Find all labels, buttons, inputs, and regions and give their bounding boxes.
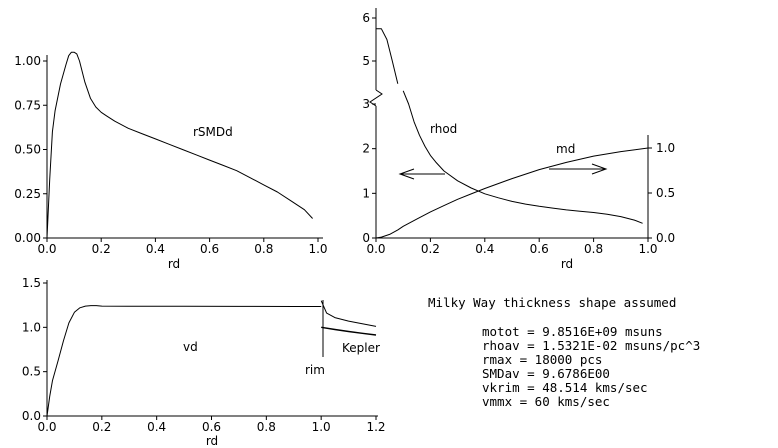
rsmdd-curve — [46, 51, 313, 239]
x-tick-label: 0.2 — [421, 242, 440, 256]
p2-x-axis-label: rd — [561, 257, 573, 271]
chart-vd: 0.0 0.5 1.0 1.5 0.0 0.2 0.4 0.6 0.8 1.0 1.2 vd Kep… — [22, 276, 386, 448]
rim-label: rim — [305, 363, 325, 377]
kepler-curve — [321, 326, 377, 336]
rhod-curve-upper — [376, 28, 399, 84]
y-tick-label: 0.5 — [22, 365, 41, 379]
x-tick-label: 0.2 — [92, 420, 111, 434]
x-tick-label: 0.0 — [37, 242, 56, 256]
info-line-vkrim: vkrim = 48.514 kms/sec — [482, 380, 648, 395]
vd-continuation-curve — [320, 300, 377, 327]
arrow-left-icon — [398, 168, 445, 180]
x-tick-label: 1.0 — [638, 242, 657, 256]
x-tick-label: 0.8 — [584, 242, 603, 256]
x-tick-label: 1.2 — [366, 420, 385, 434]
y-tick-label: 0.5 — [656, 186, 675, 200]
y-tick-label: 1.5 — [22, 276, 41, 290]
x-tick-label: 1.0 — [312, 420, 331, 434]
rsmdd-label: rSMDd — [193, 125, 233, 139]
rhod-label: rhod — [430, 122, 457, 136]
x-tick-label: 0.6 — [202, 420, 221, 434]
info-block: Milky Way thickness shape assumed motot … — [428, 295, 700, 409]
y-tick-label: 1.0 — [22, 320, 41, 334]
x-tick-label: 0.0 — [366, 242, 385, 256]
info-title: Milky Way thickness shape assumed — [428, 295, 676, 310]
x-tick-label: 0.6 — [530, 242, 549, 256]
x-tick-label: 0.4 — [147, 420, 166, 434]
y-tick-label: 0.25 — [14, 187, 41, 201]
x-tick-label: 1.0 — [308, 242, 327, 256]
x-tick-label: 0.4 — [146, 242, 165, 256]
info-line-rmax: rmax = 18000 pcs — [482, 352, 602, 367]
x-tick-label: 0.2 — [92, 242, 111, 256]
y-tick-label: 0.00 — [14, 231, 41, 245]
x-tick-label: 0.4 — [475, 242, 494, 256]
kepler-label: Kepler — [342, 341, 380, 355]
p1-x-axis-label: rd — [168, 257, 180, 271]
y-tick-label: 3 — [362, 97, 370, 111]
y-tick-label: 0.0 — [22, 409, 41, 423]
y-tick-label: 0.50 — [14, 143, 41, 157]
y-tick-label: 0 — [362, 231, 370, 245]
x-tick-label: 0.6 — [200, 242, 219, 256]
arrow-right-icon — [549, 163, 608, 175]
rhod-curve-lower — [402, 90, 643, 224]
md-label: md — [556, 142, 575, 156]
y-tick-label: 5 — [362, 54, 370, 68]
y-tick-label: 0.75 — [14, 98, 41, 112]
vd-curve — [46, 305, 322, 417]
info-line-rhoav: rhoav = 1.5321E-02 msuns/pc^3 — [482, 338, 700, 353]
y-tick-label: 0.0 — [656, 231, 675, 245]
info-line-smdav: SMDav = 9.6786E00 — [482, 366, 610, 381]
p3-x-axis-label: rd — [206, 434, 218, 448]
x-tick-label: 0.8 — [254, 242, 273, 256]
y-tick-label: 1.00 — [14, 54, 41, 68]
md-curve — [375, 147, 649, 239]
y-tick-label: 1 — [362, 186, 370, 200]
y-tick-label: 2 — [362, 142, 370, 156]
y-tick-label: 6 — [362, 11, 370, 25]
y-tick-label: 1.0 — [656, 141, 675, 155]
x-tick-label: 0.8 — [257, 420, 276, 434]
x-tick-label: 0.0 — [37, 420, 56, 434]
vd-label: vd — [183, 340, 198, 354]
info-line-motot: motot = 9.8516E+09 msuns — [482, 324, 663, 339]
info-line-vmmx: vmmx = 60 kms/sec — [482, 394, 610, 409]
chart-rsmdd: 0.00 0.25 0.50 0.75 1.00 0.0 0.2 0.4 0.6 0.8 1.0 r… — [14, 51, 328, 271]
